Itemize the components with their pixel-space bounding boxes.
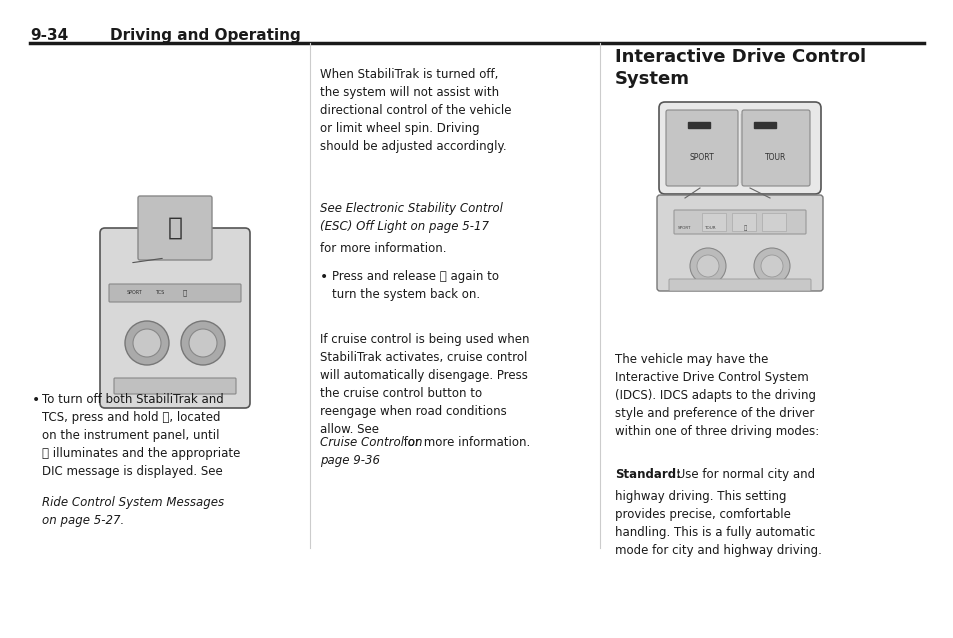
Text: When StabiliTrak is turned off,
the system will not assist with
directional cont: When StabiliTrak is turned off, the syst…: [319, 68, 511, 171]
Text: Press and release Ⓕ again to
turn the system back on.: Press and release Ⓕ again to turn the sy…: [332, 270, 498, 301]
Circle shape: [753, 248, 789, 284]
FancyBboxPatch shape: [109, 284, 241, 302]
Text: Ⓕ: Ⓕ: [168, 216, 182, 240]
Circle shape: [125, 321, 169, 365]
Text: for more information.: for more information.: [399, 436, 530, 449]
Text: Use for normal city and: Use for normal city and: [672, 468, 814, 481]
Text: TOUR: TOUR: [703, 226, 715, 230]
FancyBboxPatch shape: [657, 195, 822, 291]
Circle shape: [189, 329, 216, 357]
FancyBboxPatch shape: [100, 228, 250, 408]
Text: highway driving. This setting
provides precise, comfortable
handling. This is a : highway driving. This setting provides p…: [615, 490, 821, 557]
Text: Cruise Control on
page 9-36: Cruise Control on page 9-36: [319, 436, 422, 467]
FancyBboxPatch shape: [741, 110, 809, 186]
Text: SPORT: SPORT: [127, 290, 143, 295]
Text: Interactive Drive Control
System: Interactive Drive Control System: [615, 48, 865, 88]
Text: •: •: [319, 270, 328, 284]
Text: If cruise control is being used when
StabiliTrak activates, cruise control
will : If cruise control is being used when Sta…: [319, 333, 529, 436]
Bar: [701, 213, 725, 231]
Text: See Electronic Stability Control
(ESC) Off Light on page 5-17: See Electronic Stability Control (ESC) O…: [319, 202, 502, 251]
Text: TCS: TCS: [155, 290, 165, 295]
Text: TOUR: TOUR: [764, 154, 786, 163]
FancyBboxPatch shape: [659, 102, 821, 194]
Text: Driving and Operating: Driving and Operating: [110, 28, 300, 43]
Bar: [731, 213, 755, 231]
Bar: [761, 213, 785, 231]
Text: Standard:: Standard:: [615, 468, 680, 481]
Text: To turn off both StabiliTrak and
TCS, press and hold Ⓕ, located
on the instrumen: To turn off both StabiliTrak and TCS, pr…: [42, 393, 240, 496]
Bar: [753, 122, 775, 128]
Text: •: •: [32, 393, 40, 407]
Text: 9-34: 9-34: [30, 28, 69, 43]
Circle shape: [689, 248, 725, 284]
Circle shape: [132, 329, 161, 357]
Circle shape: [697, 255, 719, 277]
FancyBboxPatch shape: [673, 210, 805, 234]
Circle shape: [760, 255, 782, 277]
Text: Ⓕ: Ⓕ: [183, 290, 187, 296]
Text: for more information.: for more information.: [319, 242, 446, 255]
Text: Ⓕ: Ⓕ: [742, 225, 746, 231]
FancyBboxPatch shape: [668, 279, 810, 291]
Text: The vehicle may have the
Interactive Drive Control System
(IDCS). IDCS adapts to: The vehicle may have the Interactive Dri…: [615, 353, 819, 438]
FancyBboxPatch shape: [665, 110, 738, 186]
FancyBboxPatch shape: [138, 196, 212, 260]
FancyBboxPatch shape: [113, 378, 235, 394]
Bar: [687, 122, 709, 128]
Text: Ride Control System Messages
on page 5-27.: Ride Control System Messages on page 5-2…: [42, 496, 224, 527]
Circle shape: [181, 321, 225, 365]
Text: SPORT: SPORT: [678, 226, 691, 230]
Text: SPORT: SPORT: [689, 154, 714, 163]
